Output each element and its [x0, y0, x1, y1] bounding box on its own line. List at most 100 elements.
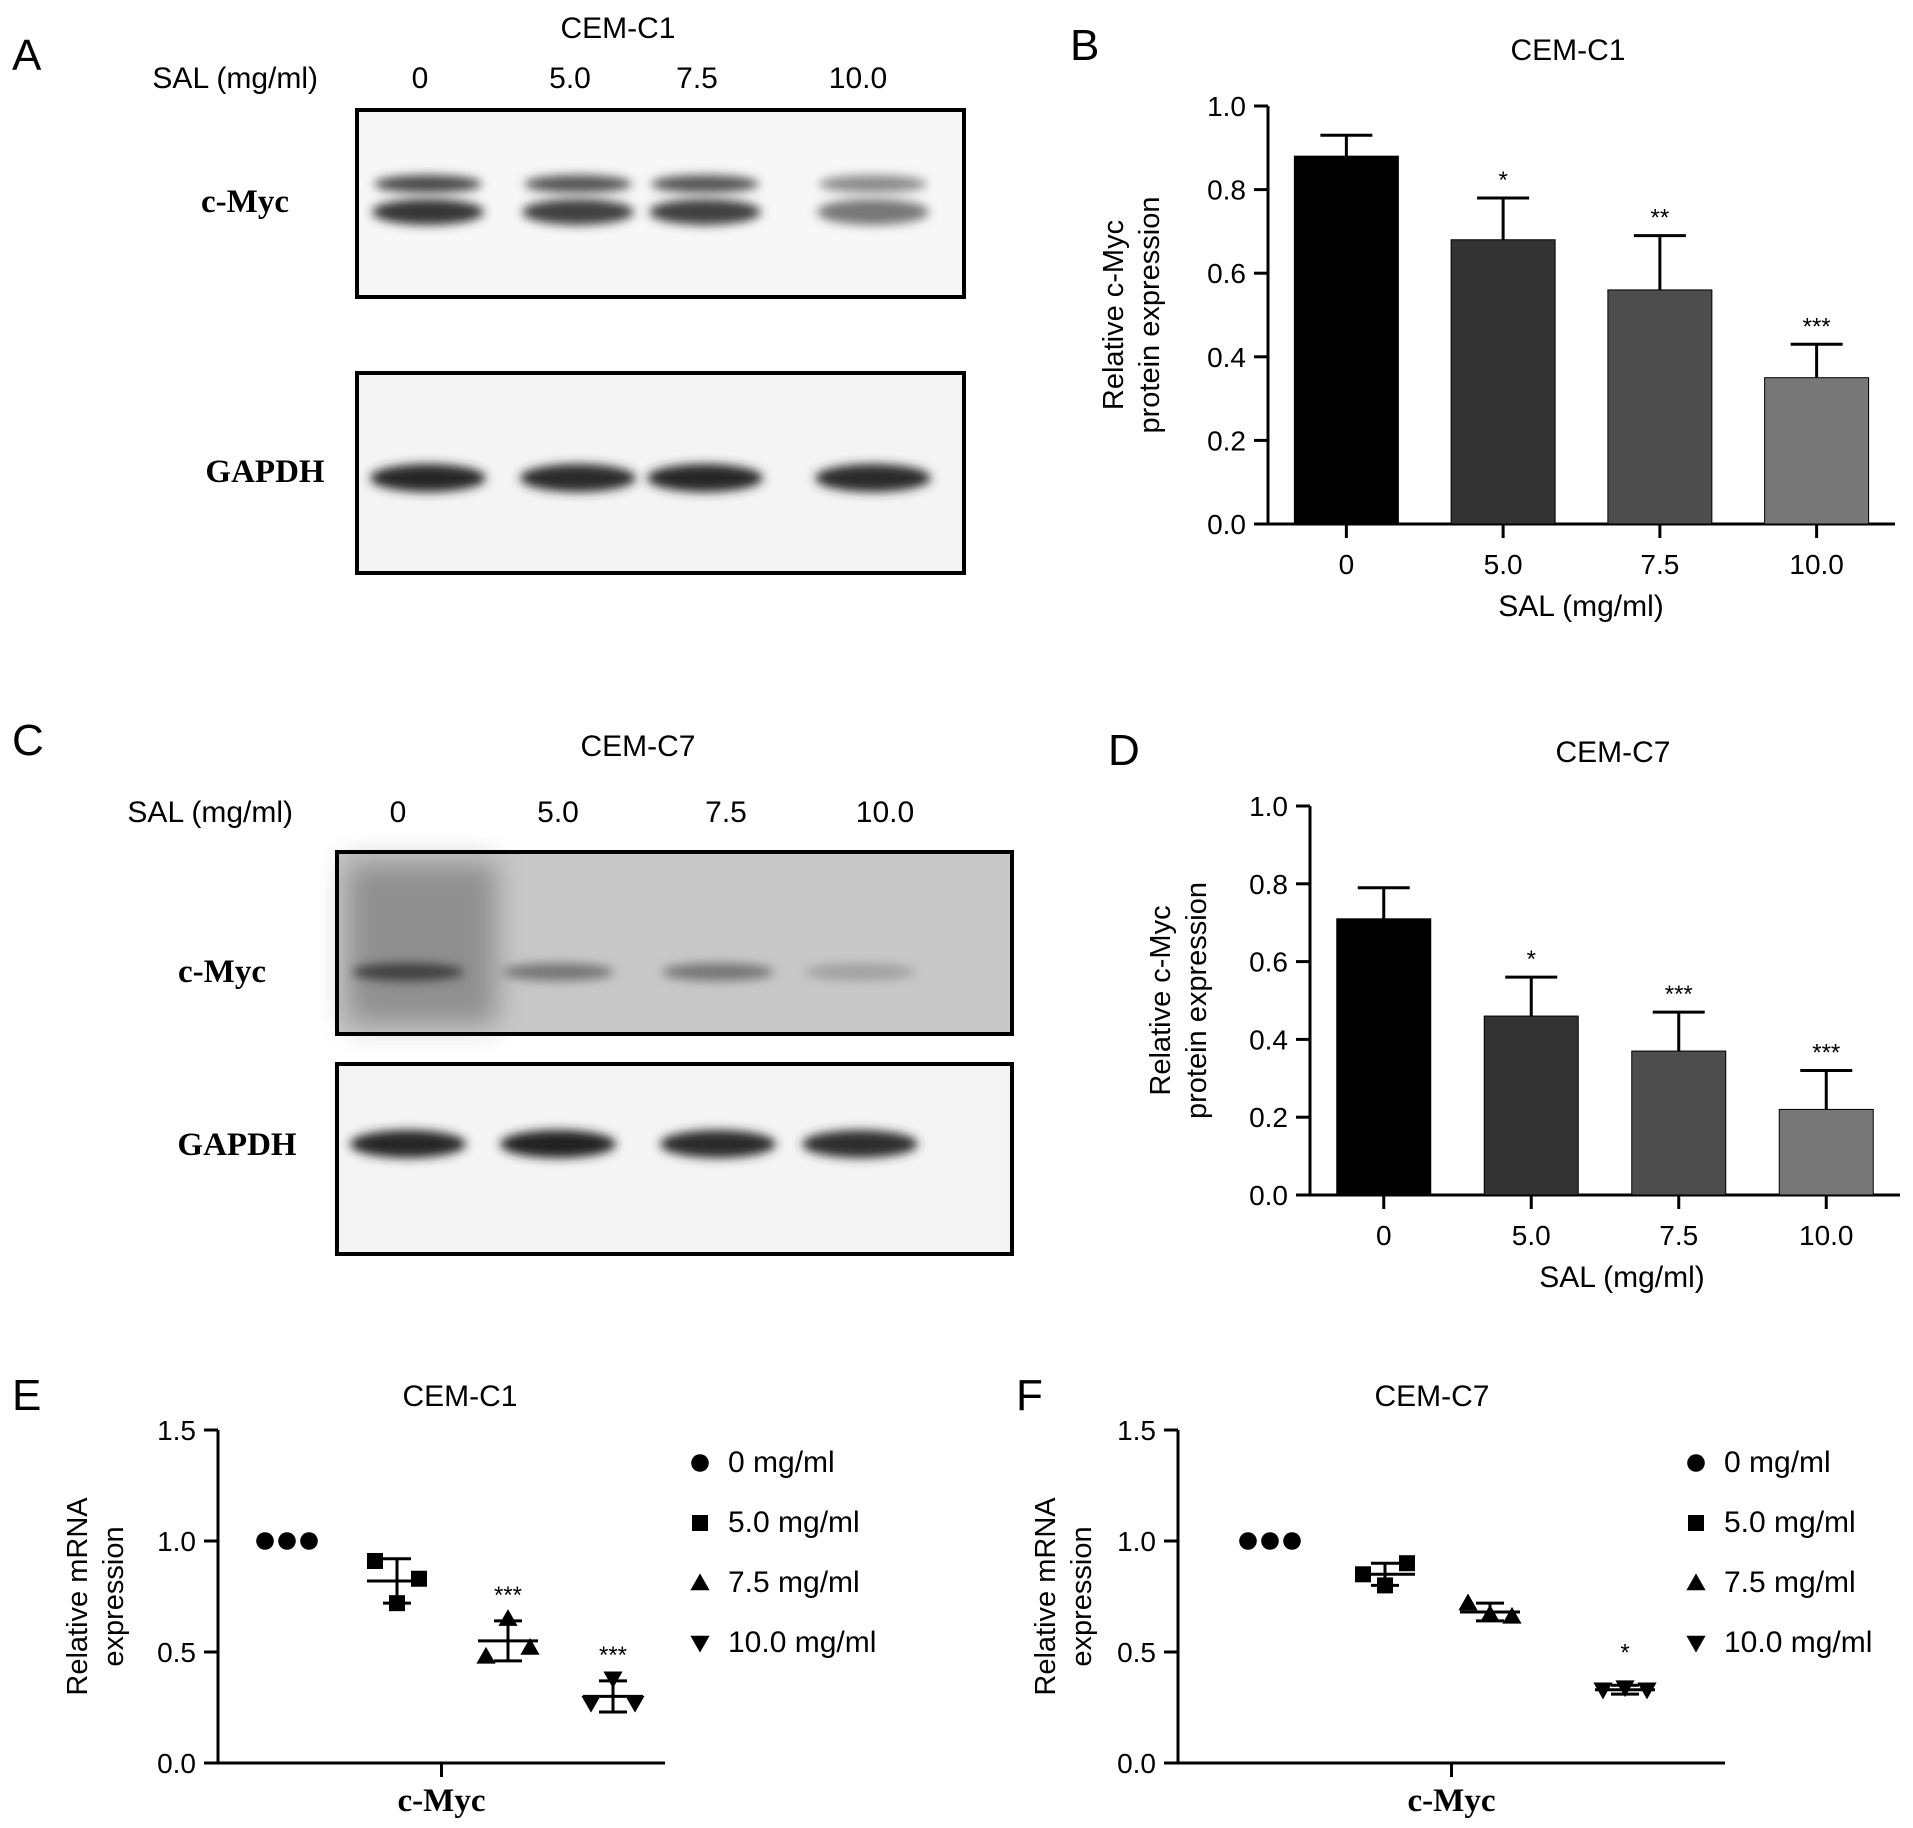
c-myc-band-0 — [372, 199, 484, 225]
legend-label-2: 7.5 mg/ml — [1724, 1566, 1856, 1599]
gapdh-band-0 — [350, 1130, 466, 1158]
y-tick-label-4: 0.8 — [1207, 175, 1246, 206]
legend-marker-2 — [1686, 1573, 1706, 1591]
blot-label-c-myc: c-Myc — [178, 954, 266, 990]
bar-1 — [1483, 1015, 1579, 1196]
y-axis-title-line-0: Relative c-Myc — [1145, 905, 1177, 1095]
y-tick-label-0: 0.0 — [157, 1748, 196, 1779]
significance-label-3: *** — [1803, 313, 1831, 340]
y-tick-label-0: 0.0 — [1249, 1180, 1288, 1211]
y-axis-title-line-1: expression — [1066, 1526, 1098, 1666]
y-axis-title: Relative mRNA expression — [1030, 1497, 1098, 1696]
c-myc-band-2 — [649, 199, 761, 225]
legend-marker-3 — [1686, 1635, 1706, 1653]
c-myc-upper-band-0 — [374, 175, 482, 193]
legend-label-0: 0 mg/ml — [1724, 1446, 1831, 1479]
y-tick-label-3: 1.5 — [157, 1415, 196, 1446]
legend-marker-2 — [690, 1573, 710, 1591]
c-myc-band-3 — [817, 199, 929, 225]
y-axis-title-line-0: Relative c-Myc — [1098, 220, 1130, 410]
y-axis-title-line-0: Relative mRNA — [1030, 1497, 1062, 1696]
y-tick-label-5: 1.0 — [1207, 91, 1246, 122]
bar-2 — [1631, 1050, 1727, 1196]
gapdh-band-0 — [370, 464, 486, 492]
x-axis-title: SAL (mg/ml) — [1498, 590, 1664, 623]
x-tick-label-1: 5.0 — [1512, 1220, 1551, 1251]
significance-label-2: *** — [494, 1582, 522, 1609]
bar-3 — [1778, 1108, 1874, 1196]
blot-dose-label: SAL (mg/ml) — [127, 796, 293, 829]
y-tick-label-2: 1.0 — [1117, 1526, 1156, 1557]
y-axis-title-line-1: expression — [98, 1526, 130, 1666]
dot-plot-panel-e: CEM-C1 0.0 0.5 1.0 1.5 c-Myc 0 mg/ml 5.0 mg/ml *… — [62, 1380, 876, 1819]
blot-title: CEM-C1 — [560, 12, 675, 45]
blot-dose-label-3: 10.0 — [856, 796, 914, 829]
panel-letter-a: A — [12, 31, 42, 80]
legend-marker-3 — [690, 1635, 710, 1653]
legend-label-2: 7.5 mg/ml — [728, 1566, 860, 1599]
c-myc-band-3 — [804, 963, 916, 981]
data-point-0-2 — [1283, 1532, 1301, 1550]
data-point-2-0 — [1458, 1593, 1478, 1611]
c-myc-band-1 — [502, 963, 614, 981]
y-tick-label-0: 0.0 — [1207, 509, 1246, 540]
bar-3 — [1764, 377, 1870, 525]
legend-marker-0 — [1687, 1454, 1705, 1472]
y-axis-title-line-0: Relative mRNA — [62, 1497, 94, 1696]
y-axis-title: Relative c-Myc protein expression — [1098, 197, 1166, 434]
x-tick-label-3: 10.0 — [1799, 1220, 1854, 1251]
bar-0 — [1293, 155, 1399, 525]
blot-frame-gapdh — [355, 371, 966, 575]
gapdh-band-2 — [660, 1130, 776, 1158]
significance-label-3: *** — [599, 1642, 627, 1669]
blot-dose-label: SAL (mg/ml) — [152, 62, 318, 95]
western-blot-panel-c: CEM-C7 SAL (mg/ml) 0 5.0 7.5 10.0 c-Myc GAPDH — [127, 730, 1014, 1256]
panel-letter-b: B — [1070, 21, 1099, 70]
bar-chart-panel-b: CEM-C1 0.0 0.2 0.4 0.6 0.8 1.0 0 * 5.0 ** 7.5 *** 10.… — [1098, 34, 1895, 623]
data-point-1-0 — [367, 1552, 383, 1569]
data-point-0-1 — [1261, 1532, 1279, 1550]
blot-dose-label-1: 5.0 — [537, 796, 579, 829]
y-tick-label-1: 0.5 — [1117, 1637, 1156, 1668]
data-point-0-1 — [278, 1532, 296, 1550]
c-myc-band-1 — [522, 199, 634, 225]
blot-dose-label-3: 10.0 — [829, 62, 887, 95]
x-axis-title: SAL (mg/ml) — [1539, 1261, 1705, 1294]
blot-dose-label-0: 0 — [390, 796, 407, 829]
c-myc-band-2 — [662, 963, 774, 981]
x-tick-label-0: 0 — [1376, 1220, 1392, 1251]
significance-label-3: * — [1620, 1640, 1629, 1667]
x-axis-category-label: c-Myc — [1408, 1783, 1496, 1819]
y-tick-label-0: 0.0 — [1117, 1748, 1156, 1779]
c-myc-upper-band-1 — [524, 175, 632, 193]
y-tick-label-1: 0.2 — [1249, 1102, 1288, 1133]
significance-label-1: * — [1527, 946, 1536, 973]
data-point-2-2 — [1502, 1606, 1522, 1624]
blot-frame-gapdh — [335, 1062, 1014, 1256]
blot-dose-label-2: 7.5 — [705, 796, 747, 829]
panel-letter-e: E — [12, 1371, 41, 1420]
blot-frame-c-myc — [335, 850, 1014, 1036]
bar-0 — [1336, 918, 1432, 1196]
y-tick-label-3: 0.6 — [1207, 258, 1246, 289]
c-myc-upper-band-2 — [651, 175, 759, 193]
legend-label-1: 5.0 mg/ml — [728, 1506, 860, 1539]
blot-dose-label-2: 7.5 — [676, 62, 718, 95]
data-point-1-2 — [411, 1570, 427, 1587]
significance-label-2: *** — [1665, 981, 1693, 1008]
gapdh-band-2 — [647, 464, 763, 492]
y-tick-label-2: 1.0 — [157, 1526, 196, 1557]
data-point-3-0 — [581, 1695, 601, 1713]
panel-letter-c: C — [12, 716, 44, 765]
y-tick-label-2: 0.4 — [1207, 342, 1246, 373]
blot-frame-c-myc — [355, 108, 966, 299]
c-myc-band-0 — [352, 963, 464, 981]
x-tick-label-0: 0 — [1339, 549, 1355, 580]
panel-letter-f: F — [1016, 1371, 1043, 1420]
data-point-0-0 — [1239, 1532, 1257, 1550]
data-point-3-2 — [625, 1695, 645, 1713]
data-point-2-0 — [476, 1646, 496, 1664]
gapdh-band-1 — [500, 1130, 616, 1158]
x-tick-label-2: 7.5 — [1659, 1220, 1698, 1251]
